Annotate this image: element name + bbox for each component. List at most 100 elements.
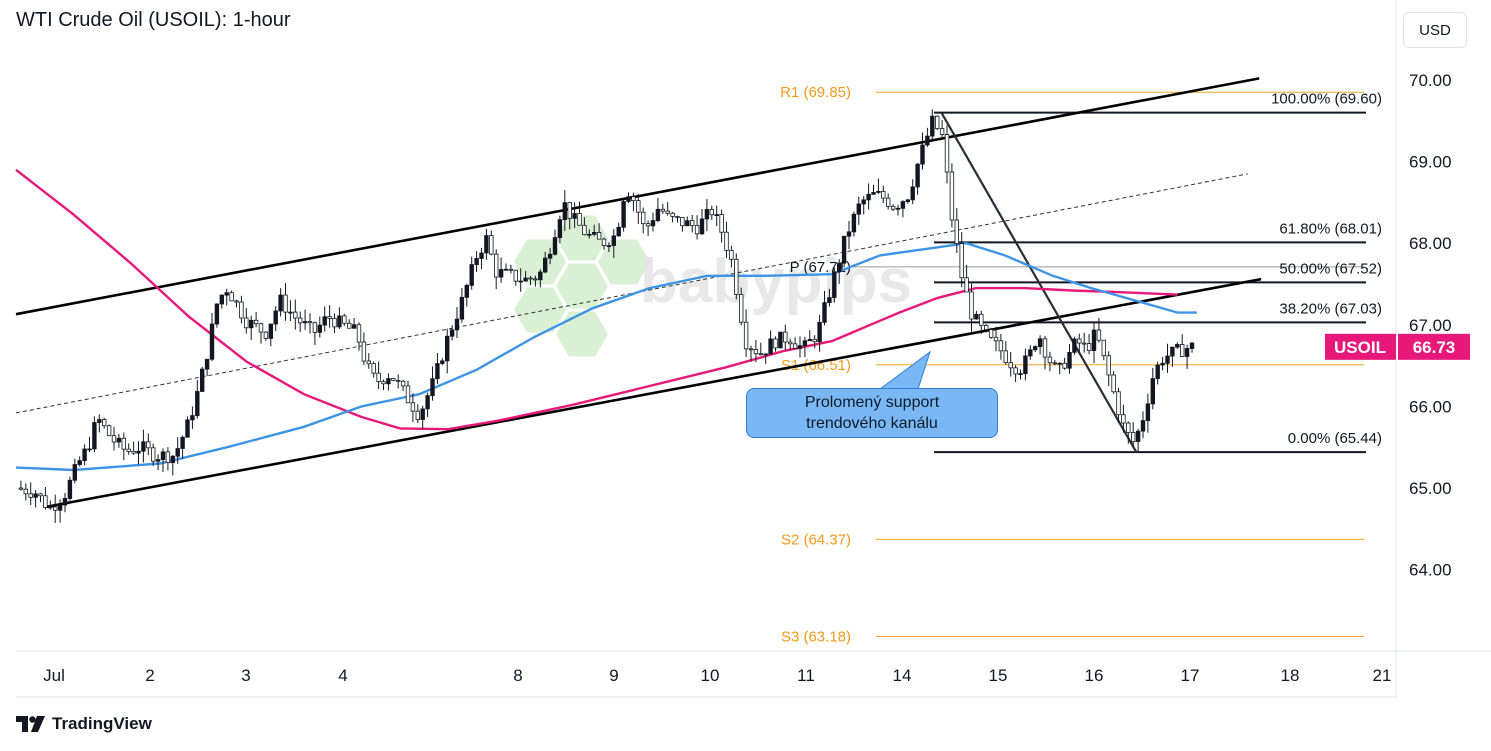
candle-body bbox=[136, 450, 141, 454]
chart-frame bbox=[16, 0, 1491, 698]
candle-body bbox=[650, 220, 656, 227]
candle-body bbox=[925, 135, 930, 146]
candle-body bbox=[503, 268, 509, 271]
candle-body bbox=[856, 203, 861, 215]
candle-body bbox=[1116, 391, 1121, 416]
y-tick-label: 65.00 bbox=[1409, 479, 1452, 498]
candle-body bbox=[33, 493, 38, 498]
candle-body bbox=[694, 224, 700, 235]
candle-body bbox=[802, 340, 808, 347]
candle-body bbox=[768, 338, 773, 355]
candle-body bbox=[1101, 339, 1106, 357]
candle-body bbox=[214, 303, 220, 325]
candle-body bbox=[729, 249, 734, 260]
candle-body bbox=[920, 144, 925, 165]
candle-body bbox=[420, 408, 425, 420]
candle-body bbox=[62, 498, 68, 506]
candle-body bbox=[43, 495, 48, 508]
candle-body bbox=[1121, 414, 1126, 424]
candle-body bbox=[626, 196, 631, 202]
callout-line-2: trendového kanálu bbox=[806, 415, 938, 432]
candle-body bbox=[944, 134, 950, 173]
x-tick-label: 17 bbox=[1181, 666, 1200, 685]
candle-body bbox=[283, 294, 288, 313]
candle-body bbox=[440, 360, 445, 364]
candle-body bbox=[743, 321, 749, 350]
candle-body bbox=[1042, 338, 1048, 358]
candle-body bbox=[714, 214, 719, 216]
candle-body bbox=[621, 201, 626, 228]
candle-body bbox=[533, 278, 538, 281]
candle-body bbox=[180, 436, 185, 449]
watermark-hexagon bbox=[556, 263, 608, 309]
candle-body bbox=[1082, 342, 1087, 345]
pivot-label: S1 (66.51) bbox=[781, 357, 851, 374]
annotation-callout: Prolomený support trendového kanálu bbox=[746, 388, 998, 438]
candle-body bbox=[293, 311, 298, 319]
candle-body bbox=[449, 329, 455, 337]
candle-body bbox=[234, 300, 239, 303]
candle-body bbox=[1106, 355, 1111, 376]
candle-body bbox=[366, 360, 371, 365]
candle-body bbox=[724, 231, 729, 251]
candle-body bbox=[895, 207, 901, 210]
candle-body bbox=[1047, 356, 1053, 364]
candle-body bbox=[190, 415, 195, 421]
tradingview-brand: TradingView bbox=[52, 714, 152, 733]
candle-body bbox=[170, 455, 175, 464]
candle-body bbox=[248, 319, 254, 329]
candle-body bbox=[596, 232, 602, 240]
candle-body bbox=[332, 317, 337, 328]
candle-body bbox=[489, 235, 494, 255]
candle-body bbox=[82, 448, 87, 462]
candle-body bbox=[1126, 422, 1131, 433]
candle-body bbox=[680, 217, 685, 227]
x-tick-label: 15 bbox=[989, 666, 1008, 685]
symbol-tag-label: USOIL bbox=[1334, 338, 1386, 357]
candle-body bbox=[817, 321, 822, 343]
candle-body bbox=[454, 318, 460, 331]
symbol-tag bbox=[1325, 333, 1396, 360]
y-tick-label: 67.00 bbox=[1409, 316, 1452, 335]
candle-body bbox=[969, 291, 974, 320]
candle-body bbox=[739, 294, 744, 323]
candle-body bbox=[998, 340, 1004, 352]
time-axis[interactable]: Jul 2 3 4 8 9 10 11 14 15 16 17 18 21 bbox=[43, 666, 1391, 685]
candle-body bbox=[886, 197, 891, 207]
candle-body bbox=[464, 284, 469, 298]
channel-upper-line bbox=[15, 77, 1260, 316]
candle-body bbox=[866, 193, 871, 201]
last-price-label: 66.73 bbox=[1413, 338, 1456, 357]
candle-body bbox=[1013, 367, 1018, 375]
watermark-hexagon bbox=[514, 287, 566, 333]
tradingview-logo[interactable]: TradingView bbox=[16, 713, 152, 735]
candle-body bbox=[307, 321, 313, 324]
candle-body bbox=[547, 253, 553, 259]
price-axis[interactable]: 70.00 69.00 68.00 67.00 66.00 65.00 64.00 USOIL… bbox=[1325, 71, 1470, 580]
candle-body bbox=[67, 479, 73, 499]
candle-body bbox=[837, 262, 842, 273]
candle-body bbox=[278, 294, 283, 312]
candle-body bbox=[175, 448, 180, 457]
candle-body bbox=[587, 233, 592, 236]
candle-body bbox=[528, 277, 533, 280]
candle-body bbox=[322, 316, 327, 326]
candle-body bbox=[410, 402, 416, 412]
candle-body bbox=[351, 324, 357, 329]
swing-trend-line bbox=[940, 112, 1138, 453]
y-tick-label: 70.00 bbox=[1409, 71, 1452, 90]
candle-body bbox=[915, 163, 920, 188]
candle-body bbox=[356, 324, 362, 343]
candle-body bbox=[126, 448, 131, 452]
candle-body bbox=[974, 313, 979, 320]
candle-body bbox=[636, 200, 641, 213]
candle-body bbox=[141, 441, 146, 452]
candle-body bbox=[484, 235, 489, 254]
candle-body bbox=[253, 319, 259, 325]
candle-body bbox=[146, 441, 151, 449]
ma-slow-line bbox=[15, 168, 1178, 431]
tradingview-icon bbox=[16, 716, 45, 732]
candle-body bbox=[582, 224, 587, 236]
currency-button[interactable]: USD bbox=[1403, 12, 1467, 48]
